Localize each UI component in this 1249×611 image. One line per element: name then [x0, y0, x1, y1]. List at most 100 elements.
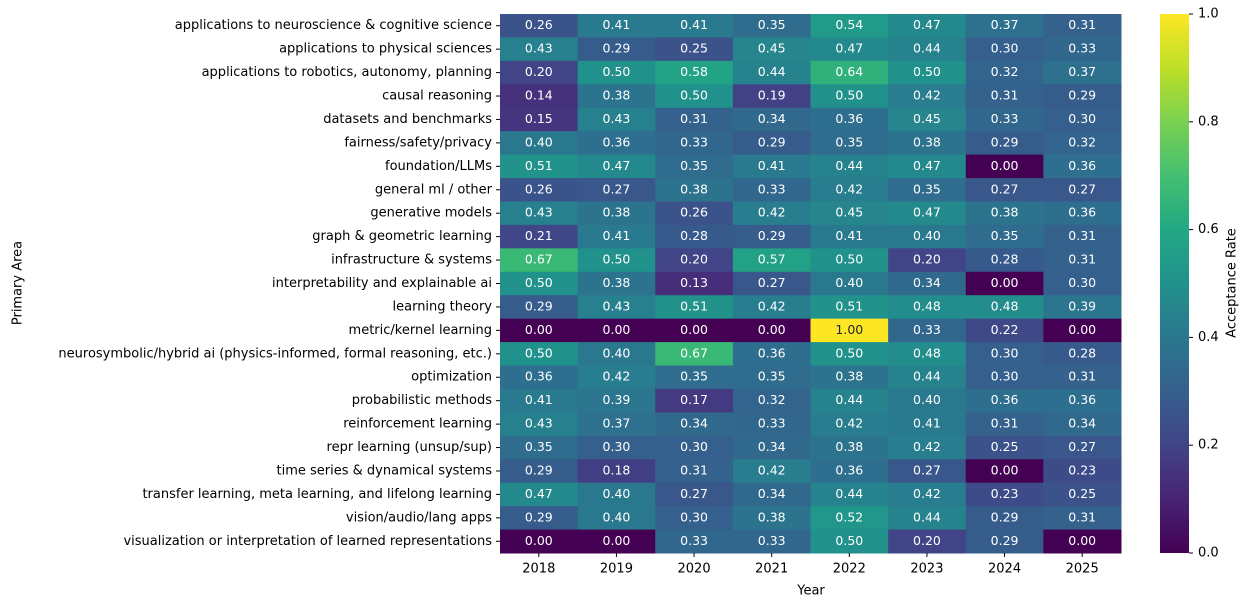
heatmap-cell	[732, 178, 811, 202]
cell-label: 0.38	[680, 181, 708, 196]
cell-label: 0.41	[525, 392, 553, 407]
heatmap-cell	[655, 435, 734, 460]
heatmap-cell	[577, 131, 656, 156]
cell-label: 0.67	[680, 345, 708, 360]
heatmap-cell	[888, 37, 967, 62]
cell-label: 0.27	[913, 462, 941, 477]
cell-label: 0.50	[525, 345, 553, 360]
heatmap-cell	[888, 529, 967, 554]
cell-label: 0.50	[835, 88, 863, 103]
cell-label: 0.57	[758, 252, 786, 267]
heatmap-cell	[888, 388, 967, 413]
cell-label: 0.29	[525, 298, 553, 313]
cell-label: 0.38	[913, 134, 941, 149]
heatmap-cell	[655, 365, 734, 390]
heatmap-cell	[732, 201, 811, 226]
cell-label: 0.00	[680, 322, 708, 337]
heatmap-cell	[732, 37, 811, 62]
heatmap-cell	[500, 107, 579, 132]
cell-label: 0.42	[913, 486, 941, 501]
cell-label: 0.42	[758, 462, 786, 477]
heatmap-cell	[965, 201, 1044, 226]
colorbar-tick-label: 0.2	[1198, 438, 1219, 453]
heatmap-cell	[1043, 154, 1122, 179]
cell-label: 0.37	[1068, 64, 1096, 79]
cell-label: 0.47	[913, 205, 941, 220]
heatmap-cell	[810, 435, 889, 460]
heatmap-cell	[500, 154, 579, 179]
heatmap-cell	[810, 388, 889, 413]
heatmap-cell	[732, 224, 811, 249]
cell-label: 0.37	[603, 416, 631, 431]
heatmap-cell	[577, 248, 656, 273]
cell-label: 0.31	[1068, 369, 1096, 384]
cell-label: 0.44	[835, 158, 863, 173]
heatmap-cell	[577, 107, 656, 132]
heatmap-cell	[655, 295, 734, 320]
heatmap-cell	[500, 388, 579, 413]
cell-label: 0.44	[913, 509, 941, 524]
cell-label: 0.15	[525, 111, 553, 126]
heatmap-cell	[500, 482, 579, 507]
cell-label: 0.36	[758, 345, 786, 360]
cell-label: 0.41	[603, 17, 631, 32]
cell-label: 0.27	[758, 275, 786, 290]
cell-label: 0.33	[758, 533, 786, 548]
cell-label: 0.31	[680, 462, 708, 477]
heatmap-cell	[655, 37, 734, 62]
cell-label: 0.31	[991, 88, 1019, 103]
cell-label: 0.26	[525, 181, 553, 196]
y-tick-label: visualization or interpretation of learn…	[123, 534, 492, 549]
heatmap-cell	[732, 435, 811, 460]
y-tick-label: foundation/LLMs	[385, 159, 492, 174]
x-tick-label: 2023	[910, 562, 943, 577]
heatmap-cell	[810, 107, 889, 132]
cell-label: 0.29	[603, 41, 631, 56]
cell-label: 0.27	[680, 486, 708, 501]
heatmap-cell	[655, 154, 734, 179]
heatmap-cell	[1043, 178, 1122, 202]
cell-label: 0.39	[1068, 298, 1096, 313]
y-tick-label: applications to neuroscience & cognitive…	[175, 18, 492, 33]
cell-label: 0.28	[991, 252, 1019, 267]
cell-label: 0.33	[913, 322, 941, 337]
heatmap-cell	[810, 224, 889, 249]
heatmap-cell	[577, 529, 656, 554]
y-tick-label: infrastructure & systems	[331, 253, 492, 268]
heatmap-cell	[500, 506, 579, 531]
heatmap-cell	[732, 412, 811, 437]
heatmap-cell	[500, 201, 579, 226]
cell-label: 0.32	[1068, 134, 1096, 149]
heatmap-cell	[655, 14, 734, 38]
heatmap-cell	[577, 318, 656, 343]
colorbar-tick-label: 0.4	[1198, 330, 1219, 345]
cell-label: 0.41	[913, 416, 941, 431]
y-tick-label: optimization	[411, 370, 492, 385]
heatmap-cell	[577, 60, 656, 85]
heatmap-cell	[888, 506, 967, 531]
cell-label: 0.40	[835, 275, 863, 290]
x-tick-label: 2022	[833, 562, 866, 577]
cell-label: 0.29	[991, 533, 1019, 548]
cell-label: 0.43	[603, 298, 631, 313]
heatmap-cell	[500, 318, 579, 343]
x-tick-label: 2025	[1066, 562, 1099, 577]
heatmap-cell	[655, 224, 734, 249]
cell-label: 0.31	[1068, 252, 1096, 267]
heatmap-cell	[1043, 131, 1122, 156]
cell-label: 0.27	[1068, 181, 1096, 196]
heatmap-cell	[1043, 224, 1122, 249]
cell-label: 0.00	[603, 322, 631, 337]
heatmap-cell	[500, 60, 579, 85]
cell-label: 0.43	[525, 41, 553, 56]
cell-label: 0.54	[835, 17, 863, 32]
cell-label: 0.40	[913, 392, 941, 407]
x-tick-label: 2019	[600, 562, 633, 577]
cell-label: 0.19	[758, 88, 786, 103]
y-tick-label: time series & dynamical systems	[277, 463, 493, 478]
cell-label: 0.27	[603, 181, 631, 196]
y-tick-label: causal reasoning	[382, 89, 492, 104]
cell-label: 0.48	[991, 298, 1019, 313]
cell-label: 0.31	[991, 416, 1019, 431]
